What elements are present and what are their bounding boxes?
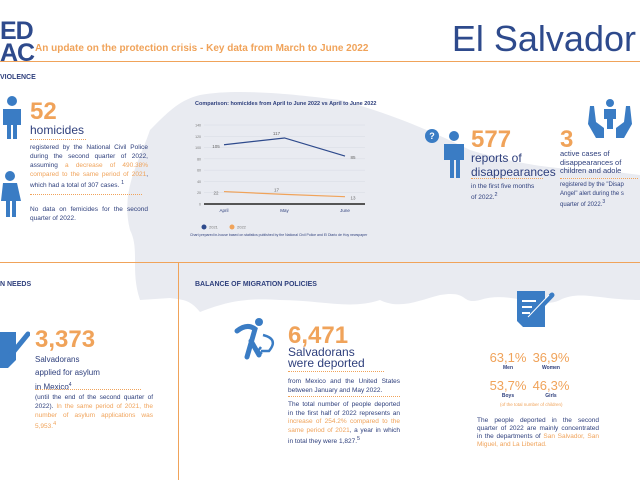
homicides-line-chart: 0 20 40 60 80 100 120 140 April May June 105 117 85 20… bbox=[195, 124, 365, 230]
data-label: 17 bbox=[274, 187, 280, 192]
data-label: 105 bbox=[212, 144, 220, 149]
divider bbox=[288, 396, 400, 397]
chart-source: Chart prepared in-house based on statist… bbox=[190, 233, 368, 237]
data-label: 117 bbox=[273, 131, 281, 136]
deported-person-icon bbox=[234, 318, 275, 360]
divider bbox=[30, 194, 142, 195]
legend-swatch bbox=[201, 224, 207, 230]
woman-icon bbox=[1, 171, 21, 217]
header-divider bbox=[0, 61, 640, 62]
document-pen-icon bbox=[517, 291, 555, 327]
stat-women: 36,9% Women bbox=[532, 350, 570, 371]
y-tick-label: 0 bbox=[199, 203, 201, 207]
y-tick-label: 40 bbox=[197, 180, 201, 184]
person-icon bbox=[3, 96, 21, 139]
homicides-text: registered by the National Civil Police … bbox=[30, 144, 149, 190]
y-tick-label: 100 bbox=[195, 146, 201, 150]
disappearances-label: reports of disappearances bbox=[471, 151, 556, 179]
divider bbox=[288, 371, 384, 372]
x-tick-label: June bbox=[340, 208, 350, 213]
person-question-icon: ? bbox=[425, 129, 464, 178]
disappearances-text: in the first five months of 2022.2 bbox=[471, 183, 535, 202]
data-label: 85 bbox=[350, 155, 356, 160]
children-label: active cases of disappearances of children… bbox=[560, 149, 622, 175]
svg-text:?: ? bbox=[429, 131, 435, 141]
divider bbox=[35, 389, 141, 390]
series-line-2021 bbox=[223, 137, 346, 157]
asylum-label: Salvadorans applied for asylum in Mexico4 bbox=[35, 355, 100, 392]
data-label: 13 bbox=[350, 196, 356, 201]
deported-label: Salvadorans were deported bbox=[288, 345, 365, 370]
divider bbox=[471, 178, 543, 179]
form-pen-icon bbox=[0, 331, 30, 368]
chart-title: Comparison: homicides from April to June… bbox=[195, 101, 377, 107]
x-tick-label: April bbox=[219, 208, 228, 213]
legend-label: 2022 bbox=[237, 225, 247, 230]
divider bbox=[30, 139, 86, 140]
disappearances-count: 577 bbox=[471, 126, 512, 153]
x-tick-label: May bbox=[280, 208, 289, 213]
stats-note: (of the total number of children) bbox=[500, 402, 563, 407]
asylum-text: (until the end of the second quarter of … bbox=[35, 394, 153, 431]
column-divider bbox=[178, 262, 179, 480]
page-title: El Salvador bbox=[451, 18, 636, 59]
divider bbox=[560, 178, 638, 179]
legend-swatch bbox=[229, 224, 235, 230]
section-title-migration: BALANCE OF MIGRATION POLICIES bbox=[195, 281, 317, 288]
femicides-text: No data on femicides for the second quar… bbox=[30, 206, 148, 222]
homicides-count: 52 bbox=[30, 98, 57, 125]
stat-men: 63,1% Men bbox=[489, 350, 527, 371]
stat-boys: 53,7% Boys bbox=[489, 378, 527, 399]
y-tick-label: 120 bbox=[195, 135, 201, 139]
y-tick-label: 80 bbox=[197, 157, 201, 161]
page-subtitle: An update on the protection crisis - Key… bbox=[35, 43, 369, 54]
data-label: 22 bbox=[213, 191, 219, 196]
children-text: registered by the "Disap Angel" alert dur… bbox=[560, 182, 624, 208]
y-tick-label: 60 bbox=[197, 169, 201, 173]
deported-increase-text: The total number of people deported in t… bbox=[288, 401, 400, 446]
section-divider bbox=[0, 262, 640, 263]
y-tick-label: 140 bbox=[195, 124, 201, 128]
logo: ED AC bbox=[0, 17, 35, 67]
section-title-violence: VIOLENCE bbox=[0, 74, 36, 81]
hands-child-icon bbox=[588, 99, 632, 138]
stat-girls: 46,3% Girls bbox=[532, 378, 570, 399]
series-line-2022 bbox=[223, 190, 346, 198]
legend-label: 2021 bbox=[209, 225, 219, 230]
children-count: 3 bbox=[560, 126, 574, 153]
homicides-label: homicides bbox=[30, 123, 85, 137]
departments-text: The people deported in the second quarte… bbox=[477, 417, 599, 448]
section-title-protection-needs: N NEEDS bbox=[0, 281, 32, 288]
deported-count: 6,471 bbox=[288, 322, 349, 349]
y-tick-label: 20 bbox=[197, 191, 201, 195]
asylum-count: 3,373 bbox=[35, 326, 96, 353]
deported-text: from Mexico and the United States betwee… bbox=[288, 378, 400, 394]
